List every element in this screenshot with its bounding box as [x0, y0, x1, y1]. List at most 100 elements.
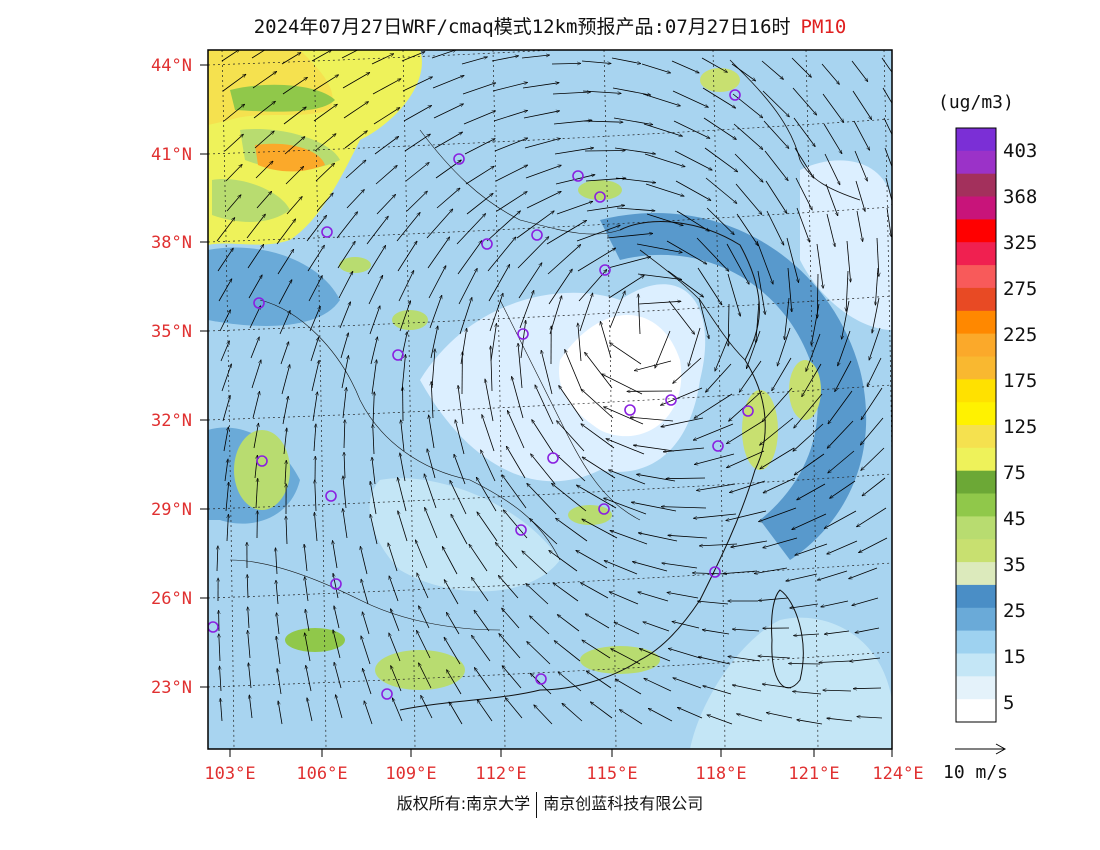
wind-vector — [795, 177, 812, 210]
station-marker — [535, 673, 547, 685]
wind-vector — [463, 111, 496, 125]
wind-vector — [631, 502, 677, 512]
wind-vector — [364, 701, 373, 725]
wind-vector — [823, 690, 852, 691]
station-marker — [208, 621, 219, 633]
wind-vector — [530, 519, 558, 545]
wind-vector — [822, 93, 844, 122]
wind-vector — [581, 583, 609, 599]
wind-vector — [427, 237, 450, 269]
colorbar-swatch — [956, 562, 996, 586]
wind-vector — [276, 219, 296, 245]
wind-vector — [857, 717, 883, 718]
colorbar-unit: (ug/m3) — [938, 92, 1014, 113]
wind-vector — [821, 63, 839, 84]
colorbar-swatch — [956, 539, 996, 563]
wind-vector — [455, 420, 465, 455]
wind-vector — [444, 580, 459, 605]
wind-vector — [732, 93, 763, 118]
wind-vector — [633, 445, 675, 452]
map-frame — [207, 49, 893, 750]
wind-vector — [608, 275, 644, 299]
wind-vector — [495, 543, 518, 569]
colorbar-swatch — [956, 287, 996, 312]
wind-vector — [583, 121, 623, 122]
wind-vector — [582, 90, 621, 93]
colorbar-label: 25 — [1003, 600, 1026, 622]
wind-vector — [249, 695, 253, 719]
wind-vector — [552, 92, 591, 95]
wind-vector — [251, 360, 261, 389]
wind-vector — [305, 609, 310, 632]
wind-vector — [481, 450, 496, 482]
wind-vector — [694, 393, 733, 418]
wind-vector — [556, 455, 586, 482]
wind-vector — [655, 330, 671, 368]
wind-vector — [576, 225, 620, 242]
wind-vector — [315, 480, 316, 512]
wind-vector — [217, 248, 233, 272]
colorbar-swatch — [956, 310, 996, 335]
wind-vector — [426, 209, 453, 239]
wind-vector — [673, 357, 702, 383]
wind-vector — [827, 540, 858, 554]
wind-vector — [604, 561, 638, 575]
wind-vector — [729, 480, 766, 493]
wind-vector — [277, 613, 280, 635]
wind-vector — [427, 449, 436, 479]
wind-vector — [397, 241, 417, 272]
wind-vector — [792, 513, 827, 530]
wind-vector — [842, 300, 850, 339]
wind-vector — [493, 110, 528, 122]
station-marker — [330, 578, 342, 590]
wind-vector — [861, 447, 885, 470]
colorbar-label: 175 — [1003, 370, 1038, 392]
wind-vector — [611, 57, 641, 64]
wind-vector — [856, 210, 863, 242]
station-marker — [547, 452, 559, 464]
wind-vector — [821, 600, 849, 607]
wind-vector — [584, 151, 625, 152]
colorbar-swatch — [956, 128, 996, 152]
wind-vector — [280, 342, 289, 365]
wind-vector — [549, 550, 578, 572]
station-marker — [729, 89, 741, 101]
wind-vector — [424, 474, 437, 509]
title-variable: PM10 — [800, 16, 847, 38]
wind-vector — [811, 303, 820, 345]
wind-vector — [517, 237, 549, 269]
wind-vector — [333, 541, 338, 569]
wind-vector — [673, 678, 702, 689]
lon-label-112: 112°E — [475, 764, 527, 784]
wind-vector — [345, 160, 366, 179]
lon-label-118: 118°E — [695, 764, 747, 784]
wind-vector — [547, 245, 581, 275]
wind-vector — [496, 192, 527, 212]
wind-vector — [482, 415, 495, 452]
wind-vector — [731, 63, 756, 81]
wind-vector — [281, 365, 290, 395]
colorbar-swatch — [956, 219, 996, 243]
wind-vector — [852, 597, 879, 606]
wind-vector — [311, 50, 332, 62]
wind-vector — [336, 695, 343, 719]
wind-vector — [519, 291, 534, 329]
lon-label-115: 115°E — [586, 764, 638, 784]
wind-vector — [535, 385, 554, 425]
wind-vector — [636, 243, 682, 253]
wind-vector — [857, 507, 887, 527]
wind-vector — [600, 322, 612, 359]
wind-vector — [828, 390, 853, 424]
wind-vector — [541, 350, 553, 395]
wind-vector — [421, 695, 433, 719]
wind-vector — [582, 640, 611, 659]
wind-vector — [558, 672, 582, 692]
wind-vector — [252, 72, 277, 89]
wind-vector — [556, 201, 593, 215]
colorbar-swatch — [956, 516, 996, 540]
wind-vector — [276, 548, 278, 575]
wind-vector — [283, 428, 287, 455]
wind-vector — [641, 63, 671, 73]
colorbar-swatch — [956, 265, 996, 289]
wind-vector — [706, 363, 732, 392]
